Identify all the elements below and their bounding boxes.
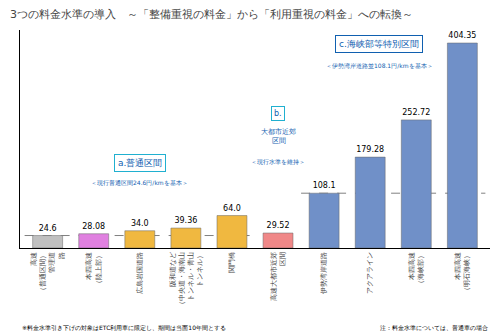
svg-text:404.35: 404.35 [448, 31, 476, 40]
svg-text:b.: b. [274, 109, 282, 118]
svg-text:注：料金水準については、普通車の場合: 注：料金水準については、普通車の場合 [380, 324, 488, 331]
svg-text:高速大都市近郊区間: 高速大都市近郊区間 [270, 252, 287, 301]
svg-text:24.6: 24.6 [39, 224, 57, 233]
svg-text:＜現行普通区間24.6円/kmを基本＞: ＜現行普通区間24.6円/kmを基本＞ [91, 179, 188, 186]
svg-text:伊勢湾岸道路: 伊勢湾岸道路 [320, 252, 328, 294]
svg-text:28.08: 28.08 [82, 222, 105, 231]
svg-text:＜伊勢湾岸道路並108.1円/kmを基本＞: ＜伊勢湾岸道路並108.1円/kmを基本＞ [326, 62, 433, 69]
svg-text:c.海峡部等特別区間: c.海峡部等特別区間 [339, 39, 419, 49]
svg-text:64.0: 64.0 [223, 204, 241, 213]
svg-text:アクアライン: アクアライン [366, 252, 374, 294]
svg-text:本四高速（海峡部）: 本四高速（海峡部） [408, 252, 425, 287]
svg-text:252.72: 252.72 [402, 108, 430, 117]
svg-text:29.52: 29.52 [267, 221, 290, 230]
svg-text:本四高速（明石海峡）: 本四高速（明石海峡） [454, 252, 471, 294]
svg-text:3つの料金水準の導入 ～「整備重視の料金」から「利用重視の料: 3つの料金水準の導入 ～「整備重視の料金」から「利用重視の料金」への転換～ [10, 8, 413, 21]
svg-text:a.普通区間: a.普通区間 [118, 158, 162, 168]
svg-text:＜現行水準を維持＞: ＜現行水準を維持＞ [251, 158, 305, 165]
svg-text:本四高速（陸上部）: 本四高速（陸上部） [85, 252, 102, 287]
svg-text:大都市近郊区間: 大都市近郊区間 [261, 128, 296, 145]
svg-text:34.0: 34.0 [131, 219, 149, 228]
svg-text:広島岩国道路: 広島岩国道路 [136, 252, 144, 294]
svg-text:179.28: 179.28 [356, 145, 384, 154]
svg-text:関門橋: 関門橋 [228, 252, 236, 273]
svg-text:108.1: 108.1 [313, 181, 336, 190]
svg-text:※料金水準引き下げの対象はETC利用車に限定し、期間は当面1: ※料金水準引き下げの対象はETC利用車に限定し、期間は当面10年間とする [22, 324, 226, 332]
svg-text:高速（普通区間）管理道路: 高速（普通区間）管理道路 [30, 252, 65, 294]
svg-text:阪和道など（中央道・海南山トンネル・青山トンネル）: 阪和道など（中央道・海南山トンネル・青山トンネル） [169, 252, 204, 308]
svg-text:39.36: 39.36 [174, 216, 197, 225]
